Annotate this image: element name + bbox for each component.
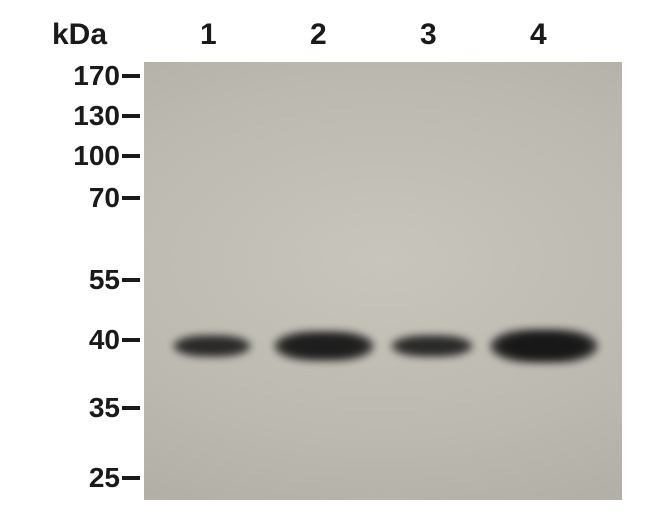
mw-tick-55 xyxy=(122,278,140,282)
membrane-background xyxy=(144,62,622,500)
lane-label-2: 2 xyxy=(310,18,327,52)
mw-label-70: 70 xyxy=(89,182,120,214)
band-lane-4 xyxy=(490,329,598,363)
mw-tick-130 xyxy=(122,114,140,118)
band-lane-1 xyxy=(173,335,251,357)
mw-label-170: 170 xyxy=(73,60,120,92)
mw-tick-25 xyxy=(122,476,140,480)
band-lane-3 xyxy=(391,335,473,357)
mw-tick-100 xyxy=(122,154,140,158)
blot-membrane xyxy=(144,62,622,500)
mw-label-25: 25 xyxy=(89,462,120,494)
mw-tick-170 xyxy=(122,74,140,78)
band-lane-2 xyxy=(274,331,374,361)
lane-label-4: 4 xyxy=(530,18,547,52)
mw-tick-40 xyxy=(122,338,140,342)
mw-label-130: 130 xyxy=(73,100,120,132)
mw-label-40: 40 xyxy=(89,324,120,356)
western-blot-figure: kDa 1 2 3 4 170 130 100 70 55 40 35 25 xyxy=(0,0,650,519)
lane-label-1: 1 xyxy=(200,18,217,52)
mw-label-35: 35 xyxy=(89,392,120,424)
mw-label-100: 100 xyxy=(73,140,120,172)
mw-tick-35 xyxy=(122,406,140,410)
kda-unit-label: kDa xyxy=(52,18,107,52)
mw-tick-70 xyxy=(122,196,140,200)
mw-label-55: 55 xyxy=(89,264,120,296)
lane-label-3: 3 xyxy=(420,18,437,52)
